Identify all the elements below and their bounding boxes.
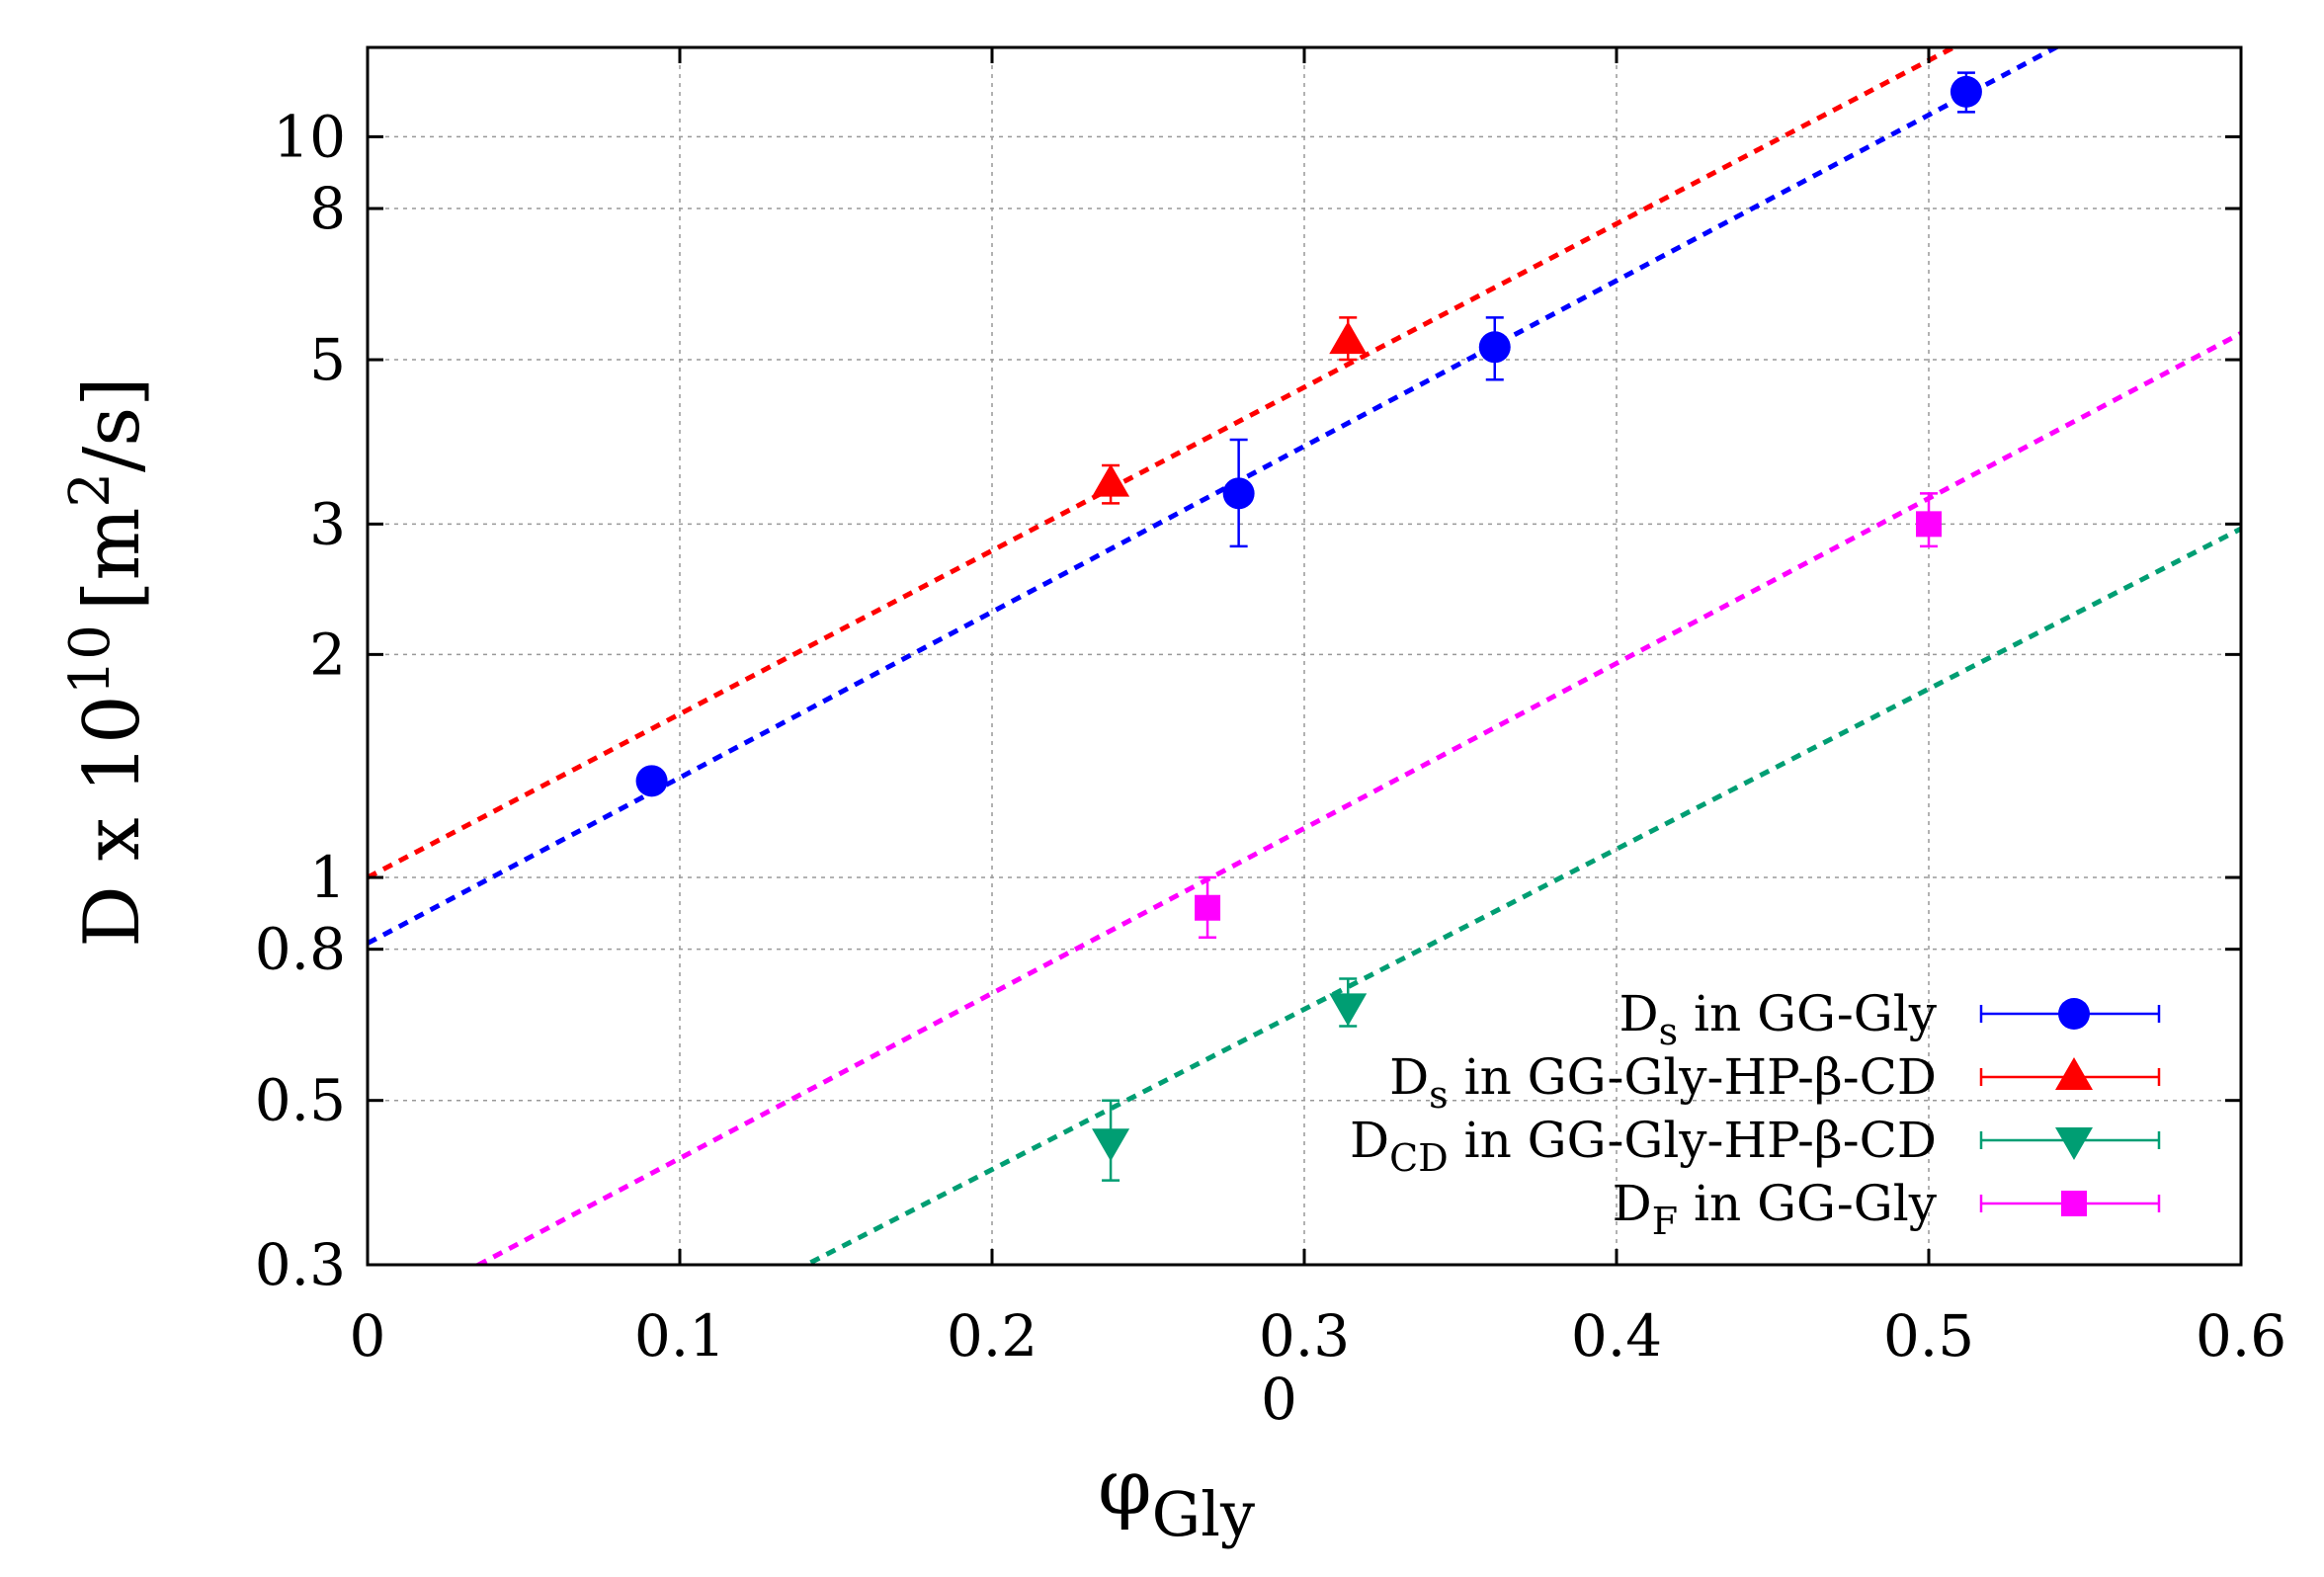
y-tick-label: 1 xyxy=(309,844,346,911)
x-axis-title-phi: φ xyxy=(1098,1444,1152,1533)
legend-label-rest: in GG-Gly-HP-β-CD xyxy=(1449,1048,1937,1106)
grid xyxy=(368,47,2241,1265)
data-points xyxy=(635,75,1982,1162)
legend-label-subscript: s xyxy=(1429,1073,1449,1117)
series-0-fit-line xyxy=(368,47,2062,946)
series-3-point xyxy=(1195,894,1221,921)
y-tick-label: 2 xyxy=(309,621,346,688)
y-tick-label: 0.5 xyxy=(255,1067,346,1134)
series-1-point xyxy=(1092,463,1130,497)
x-axis-title-subscript: Gly xyxy=(1152,1478,1255,1550)
series-3-fit-line xyxy=(473,331,2241,1265)
series-0-point xyxy=(635,765,668,797)
legend-label-subscript: CD xyxy=(1389,1136,1449,1180)
legend-marker-1 xyxy=(2055,1057,2093,1090)
legend-label-main: D xyxy=(1389,1048,1429,1106)
x-tick-label: 0 xyxy=(350,1302,386,1370)
axis-ticks xyxy=(366,47,2243,1267)
legend-label-1: Ds in GG-Gly-HP-β-CD xyxy=(1389,1048,1937,1117)
x-axis-title: φGly0 xyxy=(1098,1366,1297,1550)
legend-label-rest: in GG-Gly xyxy=(1678,1175,1938,1232)
y-axis-title-exponent: 10 xyxy=(58,624,123,695)
x-tick-label: 0.6 xyxy=(2196,1302,2286,1370)
legend-label-main: D xyxy=(1613,1175,1652,1232)
x-tick-label: 0.3 xyxy=(1259,1302,1350,1370)
series-0-point xyxy=(1950,75,1982,108)
legend-label-main: D xyxy=(1350,1112,1389,1169)
legend-label-main: D xyxy=(1619,985,1659,1042)
y-axis-title-unit: [m xyxy=(68,508,157,611)
series-2-point xyxy=(1329,993,1368,1027)
y-tick-label: 10 xyxy=(273,103,346,170)
series-0-point xyxy=(1222,477,1255,510)
x-tick-label: 0.2 xyxy=(947,1302,1038,1370)
legend-label-2: DCD in GG-Gly-HP-β-CD xyxy=(1350,1112,1937,1180)
series-2-fit-line xyxy=(800,526,2241,1265)
tick-labels: 0 0.1 0.2 0.3 0.4 0.5 0.6 0.3 0.5 0.81 2 3 5 810 xyxy=(255,103,2286,1370)
legend-label-3: DF in GG-Gly xyxy=(1613,1175,1938,1243)
y-axis-title: D x 1010 [m2/s] xyxy=(58,376,157,947)
y-axis-title-unit-exponent: 2 xyxy=(58,472,123,508)
series-2-point xyxy=(1092,1128,1130,1162)
legend-marker-0 xyxy=(2058,998,2090,1030)
legend-label-rest: in GG-Gly-HP-β-CD xyxy=(1449,1112,1937,1169)
legend-label-subscript: F xyxy=(1652,1200,1678,1243)
y-tick-label: 3 xyxy=(309,490,346,557)
x-tick-label: 0.1 xyxy=(634,1302,725,1370)
series-0-point xyxy=(1478,331,1511,364)
x-axis-title-superscript: 0 xyxy=(1261,1366,1297,1433)
y-axis-title-main: D x 10 xyxy=(68,695,157,947)
legend-marker-3 xyxy=(2061,1191,2087,1216)
y-tick-label: 0.3 xyxy=(255,1231,346,1298)
y-tick-label: 0.8 xyxy=(255,916,346,983)
y-axis-title-unit-tail: /s] xyxy=(68,376,157,472)
series-3-point xyxy=(1916,511,1942,538)
x-tick-label: 0.4 xyxy=(1571,1302,1662,1370)
legend-label-subscript: s xyxy=(1659,1010,1679,1053)
y-tick-label: 8 xyxy=(309,175,346,242)
series-1-point xyxy=(1329,321,1368,355)
y-tick-label: 5 xyxy=(309,326,346,393)
x-tick-label: 0.5 xyxy=(1883,1302,1974,1370)
legend-marker-2 xyxy=(2055,1127,2093,1160)
legend-label-rest: in GG-Gly xyxy=(1678,985,1938,1042)
legend-label-0: Ds in GG-Gly xyxy=(1619,985,1938,1053)
